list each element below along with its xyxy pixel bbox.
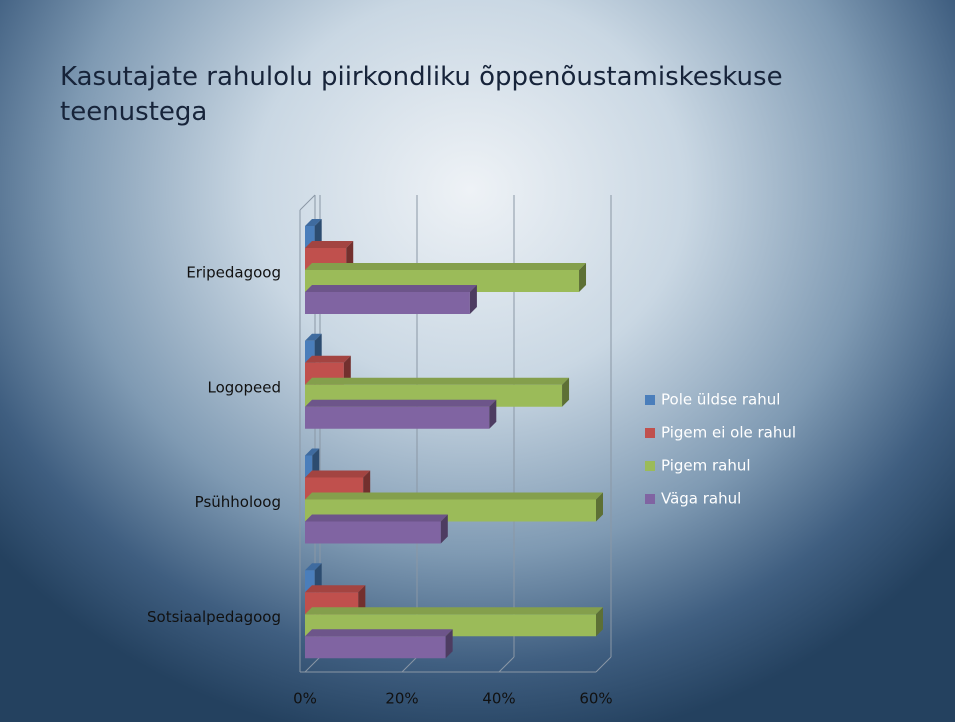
bar	[305, 448, 320, 478]
bar-top	[305, 470, 371, 478]
bar-top	[305, 607, 603, 615]
y-tick-label: Sotsiaalpedagoog	[147, 608, 281, 626]
chart-title: Kasutajate rahulolu piirkondliku õppenõu…	[60, 62, 783, 127]
legend-label: Väga rahul	[661, 490, 741, 508]
bar	[305, 514, 448, 544]
bar-side	[312, 448, 320, 478]
bar	[305, 399, 497, 429]
grid-line-floor	[304, 656, 321, 673]
bar-side	[579, 263, 587, 292]
bar-side	[346, 241, 354, 270]
bar-front	[305, 521, 441, 544]
bar-side	[363, 470, 371, 500]
bar-front	[305, 406, 490, 429]
bar-front	[305, 292, 470, 314]
bar-side	[314, 333, 322, 363]
y-tick-label: Eripedagoog	[186, 264, 281, 282]
bar-side	[358, 585, 366, 615]
x-tick-label: 20%	[385, 690, 418, 708]
grid-line-floor	[498, 656, 515, 673]
legend-swatch	[645, 395, 655, 405]
bar-side	[596, 607, 603, 637]
bar-front	[305, 455, 313, 478]
bar-front	[305, 570, 315, 593]
x-tick-label: 40%	[482, 690, 515, 708]
legend-swatch	[645, 428, 655, 438]
x-tick-label: 0%	[293, 690, 317, 708]
bar-side	[469, 285, 477, 314]
bar-side	[562, 377, 570, 407]
legend-label: Pigem ei ole rahul	[661, 424, 796, 442]
bar-top	[305, 448, 320, 456]
bar-side	[343, 355, 351, 385]
bar-top	[305, 492, 603, 500]
bar-top	[305, 285, 477, 292]
bar-front	[305, 340, 315, 363]
bar-top	[305, 563, 322, 571]
grid-line-floor	[401, 656, 418, 673]
bar-front	[305, 226, 315, 248]
bar-side	[445, 629, 453, 659]
bar-side	[314, 563, 322, 593]
y-tick-label: Psühholoog	[195, 493, 281, 511]
bar	[305, 563, 322, 593]
bar-side	[314, 219, 322, 248]
legend-label: Pole üldse rahul	[661, 391, 780, 409]
axis-wall	[299, 194, 316, 211]
bar-top	[305, 377, 570, 385]
bar-top	[305, 585, 366, 593]
grid-line-floor	[595, 656, 612, 673]
title-box: Kasutajate rahulolu piirkondliku õppenõu…	[60, 62, 783, 127]
bar-top	[305, 399, 497, 407]
bar-side	[440, 514, 448, 544]
legend-swatch	[645, 461, 655, 471]
bar-top	[305, 219, 322, 226]
bar-side	[489, 399, 497, 429]
bar-top	[305, 263, 587, 270]
bar	[305, 285, 477, 314]
y-tick-label: Logopeed	[208, 378, 281, 396]
bar-top	[305, 355, 351, 363]
bar-top	[305, 241, 354, 248]
bar	[305, 629, 453, 659]
bar-top	[305, 333, 322, 341]
legend-swatch	[645, 494, 655, 504]
bar	[305, 219, 322, 248]
bar	[305, 333, 322, 363]
bar-front	[305, 636, 446, 659]
bar-side	[596, 492, 603, 522]
legend-label: Pigem rahul	[661, 457, 751, 475]
x-tick-label: 60%	[579, 690, 612, 708]
bar-top	[305, 629, 453, 637]
bar-top	[305, 514, 448, 522]
